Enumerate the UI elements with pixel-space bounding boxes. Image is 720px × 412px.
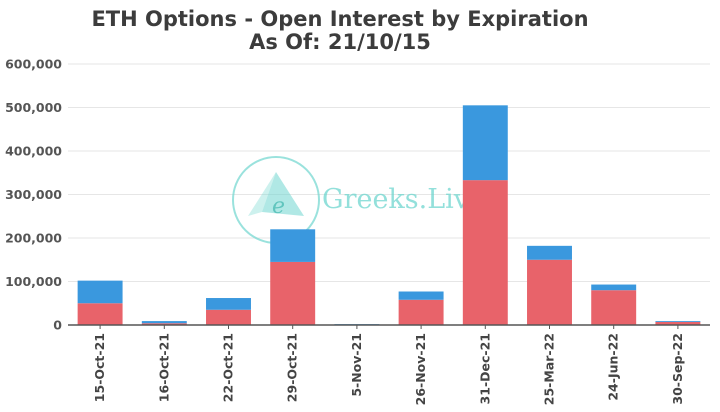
x-tick-label: 30-Sep-22 <box>670 333 685 405</box>
y-tick-label: 0 <box>53 318 62 333</box>
bar-lower-segment[interactable] <box>462 180 508 325</box>
x-tick-label: 29-Oct-21 <box>285 333 300 402</box>
bar-upper-segment[interactable] <box>591 284 637 291</box>
bar-lower-segment[interactable] <box>655 321 701 325</box>
greeks-live-watermark: e Greeks.Live <box>232 156 485 244</box>
bar-lower-segment[interactable] <box>591 290 637 325</box>
bar-lower-segment[interactable] <box>206 309 251 325</box>
watermark-triangle-icon <box>262 172 304 216</box>
bar-upper-segment[interactable] <box>527 245 572 260</box>
grid-layer <box>68 63 710 282</box>
x-tick-label: 24-Jun-22 <box>606 333 621 401</box>
y-tick-label: 600,000 <box>5 57 62 72</box>
bar-upper-segment[interactable] <box>462 105 508 181</box>
axis-layer: 0 100,000 200,000 300,000 400,000 500,000 600,… <box>5 57 710 405</box>
x-tick-label: 5-Nov-21 <box>349 333 364 397</box>
chart-subtitle: As Of: 21/10/15 <box>249 30 431 54</box>
bar-lower-segment[interactable] <box>398 299 444 325</box>
bar-lower-segment[interactable] <box>270 261 316 325</box>
x-tick-label: 31-Dec-21 <box>477 333 492 404</box>
bar-upper-segment[interactable] <box>270 229 316 262</box>
y-tick-label: 100,000 <box>5 274 62 289</box>
bar-upper-segment[interactable] <box>655 321 701 322</box>
y-tick-label: 500,000 <box>5 100 62 115</box>
watermark-text: Greeks.Live <box>322 184 485 215</box>
bar-lower-segment[interactable] <box>527 259 572 325</box>
y-tick-label: 300,000 <box>5 187 62 202</box>
x-tick-label: 26-Nov-21 <box>413 333 428 405</box>
x-tick-label: 25-Mar-22 <box>542 333 557 405</box>
bar-upper-segment[interactable] <box>206 298 251 310</box>
x-tick-label: 16-Oct-21 <box>156 333 171 402</box>
bar-lower-segment[interactable] <box>141 323 187 325</box>
x-tick-label: 22-Oct-21 <box>221 333 236 402</box>
bars-layer <box>77 105 701 326</box>
chart-title: ETH Options - Open Interest by Expiratio… <box>91 7 588 31</box>
y-tick-label: 200,000 <box>5 231 62 246</box>
bar-upper-segment[interactable] <box>141 321 187 324</box>
bar-lower-segment[interactable] <box>77 303 123 325</box>
y-tick-label: 400,000 <box>5 144 62 159</box>
watermark-triangle-shade-icon <box>248 172 276 216</box>
x-tick-label: 15-Oct-21 <box>92 333 107 402</box>
bar-upper-segment[interactable] <box>77 280 123 304</box>
bar-upper-segment[interactable] <box>398 291 444 300</box>
watermark-logo-letter: e <box>272 194 285 219</box>
